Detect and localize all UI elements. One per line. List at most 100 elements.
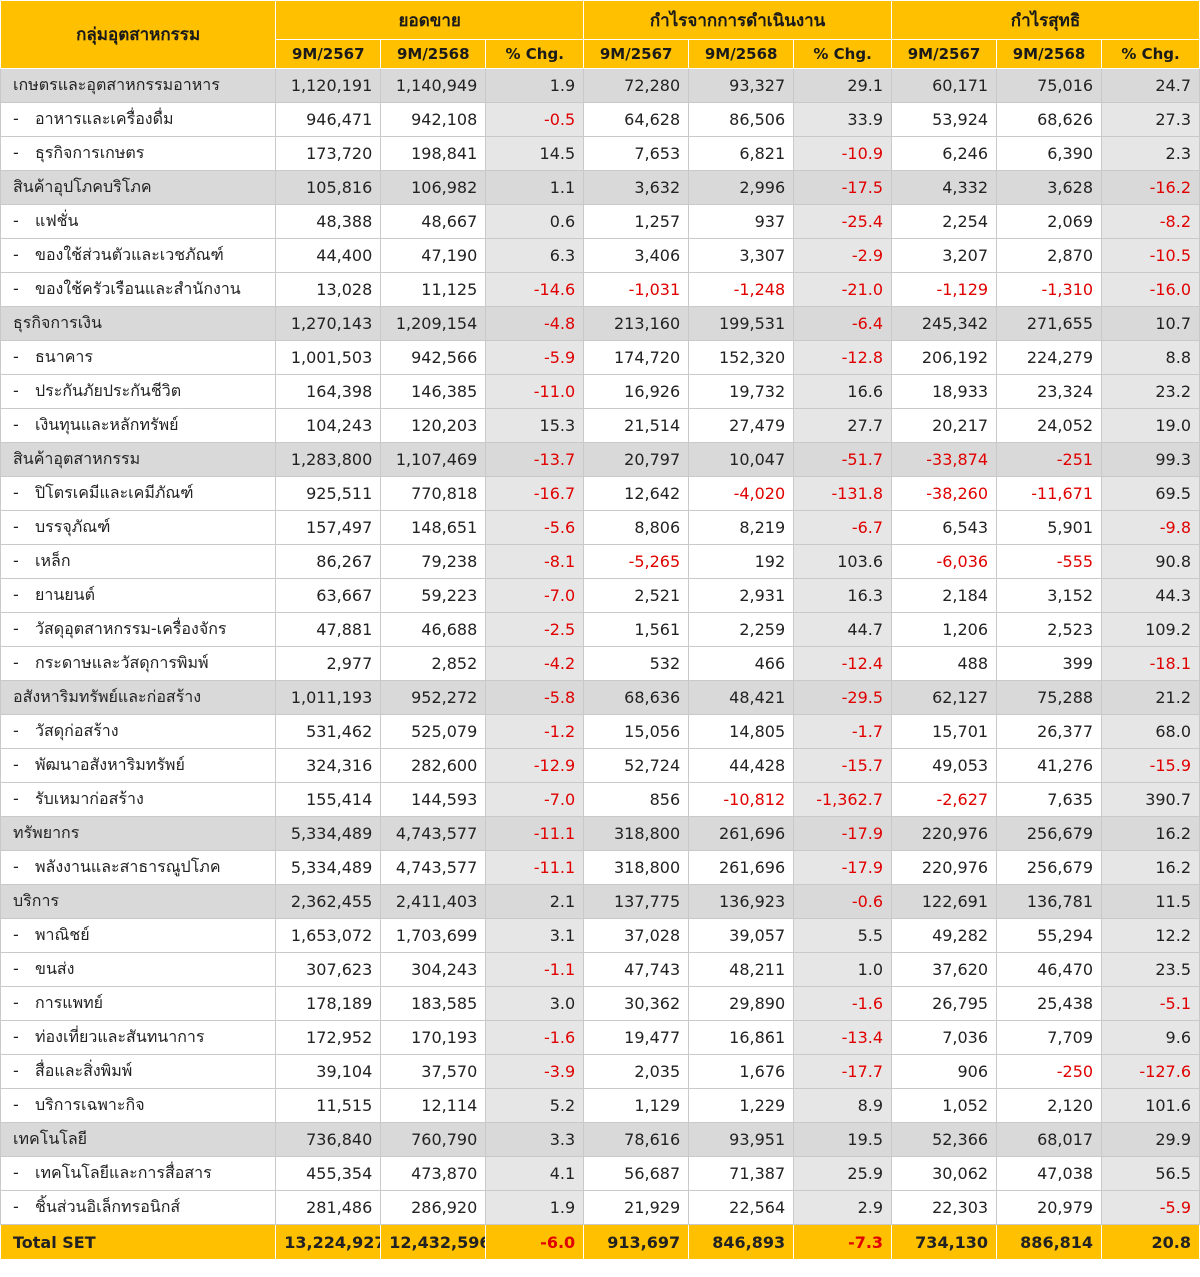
value-cell: -33,874	[891, 442, 998, 477]
value-cell: 5,901	[996, 510, 1103, 545]
pct-change-cell: 27.3	[1101, 102, 1200, 137]
pct-change-cell: -6.7	[793, 510, 893, 545]
pct-change-cell: -17.9	[793, 850, 893, 885]
value-cell: 1,283,800	[275, 442, 382, 477]
value-cell: 1,107,469	[380, 442, 487, 477]
value-cell: 75,016	[996, 68, 1103, 103]
pct-change-cell: -15.9	[1101, 748, 1200, 783]
industry-name: วัสดุอุตสาหกรรม-เครื่องจักร	[35, 619, 227, 638]
pct-change-cell: 390.7	[1101, 782, 1200, 817]
value-cell: 37,570	[380, 1054, 487, 1089]
value-cell: 913,697	[583, 1224, 690, 1260]
pct-change-cell: -6.4	[793, 306, 893, 341]
table-row: - แฟชั่น 48,388 48,667 0.6 1,257 937 -25.4 2,254…	[0, 204, 1200, 239]
pct-change-cell: -29.5	[793, 680, 893, 715]
value-cell: 2,069	[996, 204, 1103, 239]
pct-change-cell: 8.9	[793, 1088, 893, 1123]
value-cell: 1,270,143	[275, 306, 382, 341]
value-cell: 224,279	[996, 340, 1103, 375]
value-cell: -1,310	[996, 272, 1103, 307]
sub-item-marker: -	[13, 789, 19, 808]
value-cell: 93,327	[688, 68, 795, 103]
pct-change-cell: 109.2	[1101, 612, 1200, 647]
pct-change-cell: 1.0	[793, 952, 893, 987]
value-cell: 324,316	[275, 748, 382, 783]
value-cell: 46,688	[380, 612, 487, 647]
value-cell: 261,696	[688, 816, 795, 851]
value-cell: 93,951	[688, 1122, 795, 1157]
pct-change-cell: 19.5	[793, 1122, 893, 1157]
sub-item-marker: -	[13, 721, 19, 740]
pct-change-cell: 25.9	[793, 1156, 893, 1191]
pct-change-cell: -5.1	[1101, 986, 1200, 1021]
table-row: - บรรจุภัณฑ์ 157,497 148,651 -5.6 8,806 8,219-…	[0, 510, 1200, 545]
value-cell: 144,593	[380, 782, 487, 817]
pct-change-cell: -16.7	[485, 476, 585, 511]
value-cell: 23,324	[996, 374, 1103, 409]
table-row: - ขนส่ง 307,623 304,243 -1.1 47,743 48,211 1.0 3…	[0, 952, 1200, 987]
pct-change-cell: -9.8	[1101, 510, 1200, 545]
pct-change-cell: -3.9	[485, 1054, 585, 1089]
table-row: - เทคโนโลยีและการสื่อสาร 455,354 473,870 4.1…	[0, 1156, 1200, 1191]
table-row: - พัฒนาอสังหาริมทรัพย์ 324,316 282,600 -12.9…	[0, 748, 1200, 783]
sub-item-marker: -	[13, 211, 19, 230]
column-header: 9M/2567	[275, 39, 382, 69]
value-cell: 6,246	[891, 136, 998, 171]
pct-change-cell: 20.8	[1101, 1224, 1200, 1260]
industry-name-cell: - พลังงานและสาธารณูปโภค	[0, 850, 277, 885]
pct-change-cell: -11.0	[485, 374, 585, 409]
value-cell: 532	[583, 646, 690, 681]
value-cell: 2,035	[583, 1054, 690, 1089]
industry-name-cell: - สื่อและสิ่งพิมพ์	[0, 1054, 277, 1089]
sub-item-marker: -	[13, 109, 19, 128]
total-row: Total SET 13,224,927 12,432,596 -6.0 913,697…	[0, 1224, 1200, 1260]
value-cell: 199,531	[688, 306, 795, 341]
value-cell: -1,248	[688, 272, 795, 307]
value-cell: -6,036	[891, 544, 998, 579]
table-row: - กระดาษและวัสดุการพิมพ์ 2,977 2,852 -4.2 532…	[0, 646, 1200, 681]
value-cell: 48,388	[275, 204, 382, 239]
value-cell: 18,933	[891, 374, 998, 409]
value-cell: 2,120	[996, 1088, 1103, 1123]
industry-name: เหล็ก	[35, 551, 71, 570]
industry-name: สื่อและสิ่งพิมพ์	[35, 1061, 133, 1080]
pct-change-cell: 15.3	[485, 408, 585, 443]
industry-name-cell: - พัฒนาอสังหาริมทรัพย์	[0, 748, 277, 783]
value-cell: 846,893	[688, 1224, 795, 1260]
industry-name-cell: - ยานยนต์	[0, 578, 277, 613]
sub-item-marker: -	[13, 415, 19, 434]
industry-name: บริการเฉพาะกิจ	[35, 1095, 145, 1114]
table-row: - พาณิชย์ 1,653,072 1,703,699 3.1 37,028 39,05…	[0, 918, 1200, 953]
value-cell: 2,852	[380, 646, 487, 681]
table-row: - เงินทุนและหลักทรัพย์ 104,243 120,203 15.3 2…	[0, 408, 1200, 443]
pct-change-cell: 16.3	[793, 578, 893, 613]
sector-row: ทรัพยากร 5,334,489 4,743,577 -11.1 318,800 26…	[0, 816, 1200, 851]
value-cell: 22,303	[891, 1190, 998, 1225]
pct-change-cell: -11.1	[485, 850, 585, 885]
sub-item-marker: -	[13, 993, 19, 1012]
value-cell: -2,627	[891, 782, 998, 817]
column-header: 9M/2568	[688, 39, 795, 69]
value-cell: 1,653,072	[275, 918, 382, 953]
value-cell: 6,821	[688, 136, 795, 171]
value-cell: 2,931	[688, 578, 795, 613]
pct-change-cell: -18.1	[1101, 646, 1200, 681]
sub-item-marker: -	[13, 585, 19, 604]
value-cell: 24,052	[996, 408, 1103, 443]
value-cell: 2,254	[891, 204, 998, 239]
pct-change-cell: -1,362.7	[793, 782, 893, 817]
industry-name-cell: - แฟชั่น	[0, 204, 277, 239]
value-cell: -10,812	[688, 782, 795, 817]
value-cell: 14,805	[688, 714, 795, 749]
value-cell: 63,667	[275, 578, 382, 613]
value-cell: 26,377	[996, 714, 1103, 749]
value-cell: 1,129	[583, 1088, 690, 1123]
pct-change-cell: -7.3	[793, 1224, 893, 1260]
value-cell: 49,282	[891, 918, 998, 953]
industry-name-cell: - ขนส่ง	[0, 952, 277, 987]
value-cell: 64,628	[583, 102, 690, 137]
pct-change-cell: 2.9	[793, 1190, 893, 1225]
pct-change-cell: 16.2	[1101, 850, 1200, 885]
value-cell: 256,679	[996, 816, 1103, 851]
